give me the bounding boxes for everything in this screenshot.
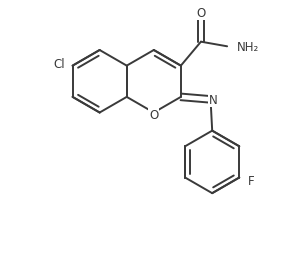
Text: Cl: Cl — [54, 58, 65, 71]
Text: F: F — [248, 174, 254, 187]
Text: O: O — [149, 108, 159, 121]
Text: O: O — [196, 7, 206, 20]
Text: NH₂: NH₂ — [237, 41, 259, 54]
Text: N: N — [209, 93, 218, 106]
